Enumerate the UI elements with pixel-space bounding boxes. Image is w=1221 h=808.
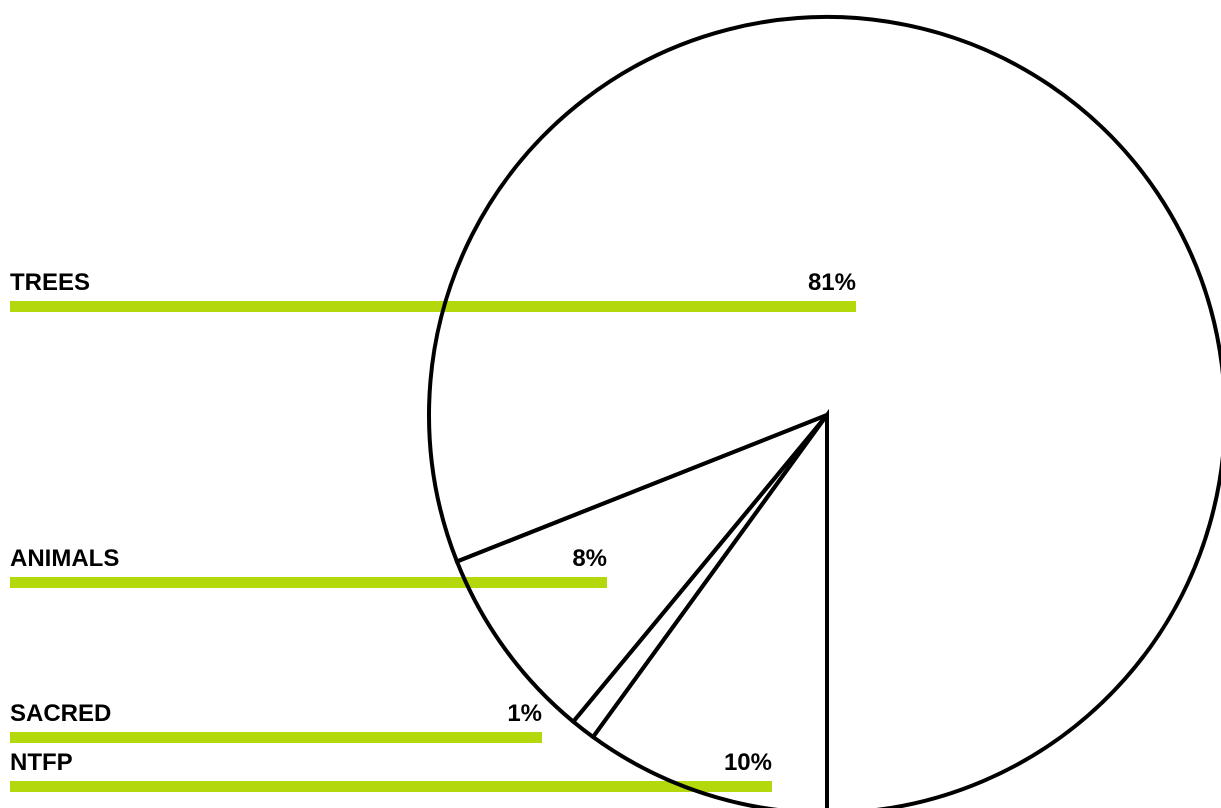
value-label-animals: 8%	[572, 545, 607, 572]
label-bar-sacred	[10, 732, 542, 743]
pie-slice-ntfp	[590, 408, 829, 808]
value-label-trees: 81%	[808, 269, 856, 296]
label-bar-animals	[10, 577, 607, 588]
category-label-sacred: SACRED	[10, 700, 111, 727]
labels-layer: TREES 81% ANIMALS 8% SACRED 1% NTFP 10%	[10, 269, 856, 776]
category-label-ntfp: NTFP	[10, 749, 73, 776]
value-label-sacred: 1%	[507, 700, 542, 727]
pie-slice-animals	[454, 413, 829, 725]
category-label-trees: TREES	[10, 269, 90, 296]
pie-slice-trees	[427, 15, 1221, 808]
category-label-animals: ANIMALS	[10, 545, 119, 572]
label-bars-layer	[10, 301, 856, 792]
label-bar-trees	[10, 301, 856, 312]
value-label-ntfp: 10%	[724, 749, 772, 776]
pie-slices-layer	[427, 15, 1221, 808]
label-bar-ntfp	[10, 781, 772, 792]
